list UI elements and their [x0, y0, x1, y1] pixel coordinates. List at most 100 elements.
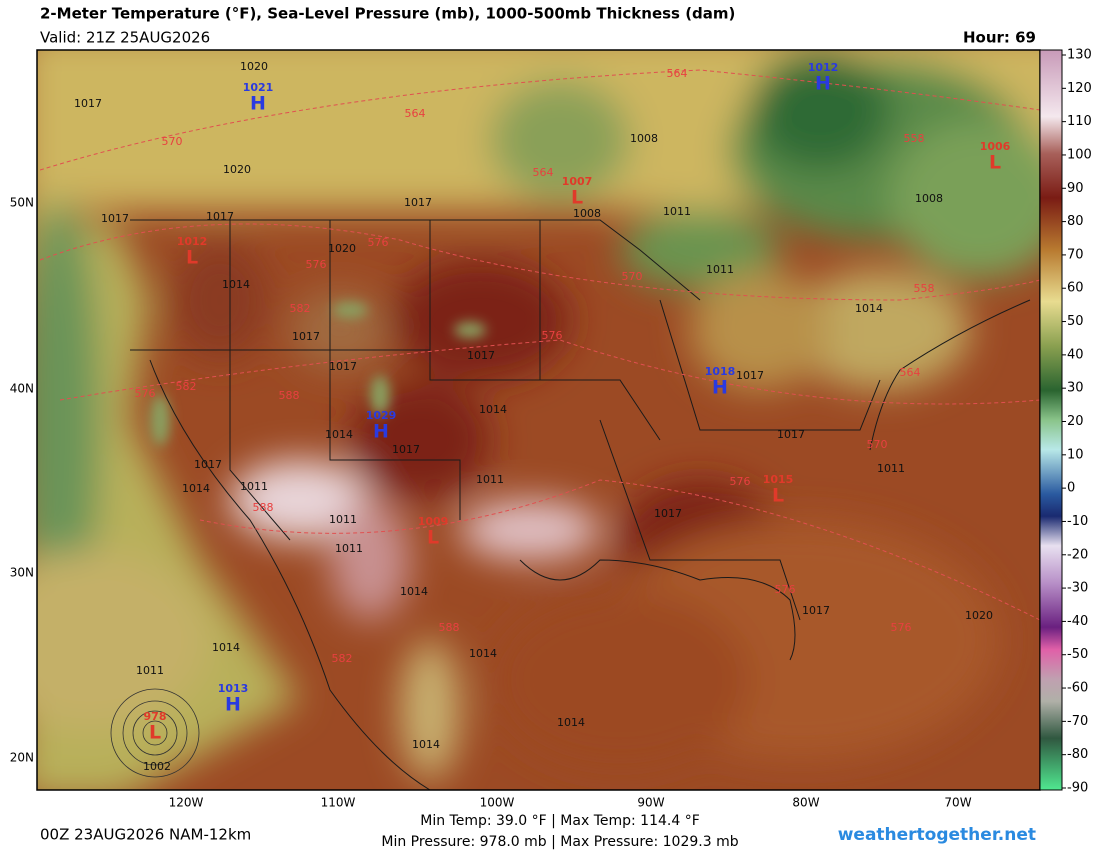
center-letter: L — [989, 152, 1001, 174]
lon-label: 90W — [637, 796, 664, 810]
thickness-label: 588 — [439, 621, 460, 634]
colorbar-tick-label: -70 — [1067, 714, 1088, 729]
pressure-range: Min Pressure: 978.0 mb | Max Pressure: 1… — [381, 834, 738, 850]
center-value: 1021 — [243, 81, 274, 94]
lon-label: 80W — [792, 796, 819, 810]
isobar-label: 1011 — [240, 480, 268, 493]
colorbar-tick-label: 130 — [1067, 48, 1092, 63]
thickness-label: 558 — [904, 132, 925, 145]
colorbar-tick-label: 30 — [1067, 381, 1084, 396]
isobar-label: 1020 — [240, 60, 268, 73]
center-letter: L — [149, 722, 161, 744]
lon-label: 70W — [944, 796, 971, 810]
isobar-label: 1014 — [557, 716, 585, 729]
center-value: 1015 — [763, 473, 794, 486]
isobar-label: 1011 — [335, 542, 363, 555]
isobar-label: 1017 — [392, 443, 420, 456]
colorbar-tick-label: 70 — [1067, 247, 1084, 262]
isobar-label: 1020 — [328, 242, 356, 255]
lat-label: 20N — [10, 751, 34, 765]
isobar-label: 1017 — [802, 604, 830, 617]
isobar-label: 1008 — [630, 132, 658, 145]
colorbar-tick-label: 40 — [1067, 347, 1084, 362]
forecast-hour: Hour: 69 — [963, 29, 1036, 47]
center-letter: H — [373, 421, 389, 443]
isobar-label: 1011 — [136, 664, 164, 677]
center-value: 1029 — [366, 409, 397, 422]
thickness-label: 582 — [332, 652, 353, 665]
thickness-label: 576 — [368, 236, 389, 249]
colorbar-tick-label: -90 — [1067, 781, 1088, 796]
thickness-label: 570 — [622, 270, 643, 283]
center-value: 1012 — [808, 61, 839, 74]
colorbar-tick-label: -40 — [1067, 614, 1088, 629]
center-letter: H — [815, 73, 831, 95]
colorbar-tick-label: 100 — [1067, 147, 1092, 162]
thickness-label: 576 — [775, 583, 796, 596]
isobar-label: 1002 — [143, 760, 171, 773]
isobar-label: 1014 — [412, 738, 440, 751]
isobar-label: 1017 — [101, 212, 129, 225]
lat-label: 40N — [10, 382, 34, 396]
center-letter: H — [225, 694, 241, 716]
center-letter: L — [772, 485, 784, 507]
colorbar — [1039, 49, 1063, 791]
colorbar-tick-label: -30 — [1067, 581, 1088, 596]
isobar-label: 1008 — [573, 207, 601, 220]
center-letter: H — [250, 93, 266, 115]
colorbar-tick-label: -10 — [1067, 514, 1088, 529]
isobar-label: 1017 — [404, 196, 432, 209]
colorbar-tick-label: 60 — [1067, 281, 1084, 296]
model-run: 00Z 23AUG2026 NAM-12km — [40, 826, 251, 844]
thickness-label: 570 — [867, 438, 888, 451]
thickness-label: 576 — [306, 258, 327, 271]
thickness-label: 576 — [730, 475, 751, 488]
valid-time: Valid: 21Z 25AUG2026 — [40, 29, 210, 47]
isobar-label: 1017 — [777, 428, 805, 441]
isobar-label: 1017 — [206, 210, 234, 223]
colorbar-tick-label: -80 — [1067, 747, 1088, 762]
thickness-label: 576 — [135, 387, 156, 400]
center-letter: L — [427, 527, 439, 549]
lat-label: 50N — [10, 196, 34, 210]
center-value: 1007 — [562, 175, 593, 188]
center-value: 1006 — [980, 140, 1011, 153]
isobar-label: 1017 — [292, 330, 320, 343]
colorbar-tick-label: -50 — [1067, 647, 1088, 662]
thickness-label: 564 — [405, 107, 426, 120]
center-value: 1012 — [177, 235, 208, 248]
isobar-label: 1017 — [74, 97, 102, 110]
colorbar-tick-label: 10 — [1067, 447, 1084, 462]
thickness-label: 588 — [253, 501, 274, 514]
thickness-label: 582 — [290, 302, 311, 315]
thickness-label: 576 — [891, 621, 912, 634]
thickness-label: 582 — [176, 380, 197, 393]
isobar-label: 1017 — [467, 349, 495, 362]
center-value: 1009 — [418, 515, 449, 528]
thickness-label: 576 — [542, 329, 563, 342]
colorbar-tick-label: -20 — [1067, 547, 1088, 562]
center-letter: H — [712, 377, 728, 399]
lon-label: 110W — [321, 796, 356, 810]
map-field — [37, 50, 1040, 790]
colorbar-tick-label: 120 — [1067, 81, 1092, 96]
isobar-label: 1008 — [915, 192, 943, 205]
lat-label: 30N — [10, 566, 34, 580]
isobar-label: 1014 — [212, 641, 240, 654]
colorbar-tick-label: 80 — [1067, 214, 1084, 229]
thickness-label: 588 — [279, 389, 300, 402]
thickness-label: 564 — [900, 366, 921, 379]
thickness-label: 564 — [533, 166, 554, 179]
isobar-label: 1011 — [329, 513, 357, 526]
thickness-label: 564 — [667, 67, 688, 80]
isobar-label: 1014 — [222, 278, 250, 291]
isobar-label: 1014 — [400, 585, 428, 598]
center-letter: L — [571, 187, 583, 209]
isobar-label: 1014 — [479, 403, 507, 416]
thickness-label: 570 — [162, 135, 183, 148]
isobar-label: 1014 — [182, 482, 210, 495]
isobar-label: 1017 — [194, 458, 222, 471]
center-value: 978 — [144, 710, 167, 723]
center-letter: L — [186, 247, 198, 269]
